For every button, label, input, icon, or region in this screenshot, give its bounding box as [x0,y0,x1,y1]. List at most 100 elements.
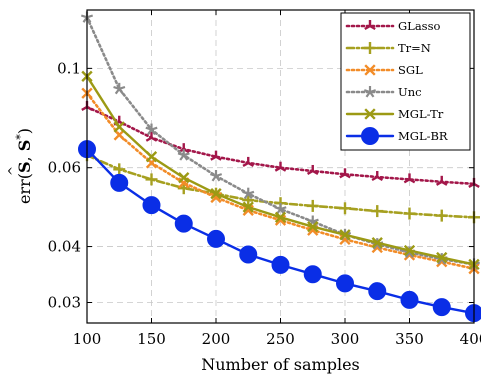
point-glasso-275-arm2 [312,169,319,176]
point-unc-225 [242,187,255,200]
legend-marker-unc-arm4 [369,89,377,94]
y-tick-label-1: 0.06 [48,159,81,177]
point-glasso-300-arm2 [344,173,351,179]
point-glasso-225-arm2 [247,161,255,167]
point-mgl-br-125 [110,173,129,192]
point-mgl-tr-200-b [210,188,222,200]
point-mgl-tr-375 [436,251,448,264]
point-glasso-200-arm1 [210,155,217,161]
point-glasso-100-arm2 [86,105,93,111]
y-axis-label-star-symbol: S [15,140,34,152]
y-axis-label-sep: , [15,151,34,161]
point-glasso-300-arm1 [339,173,346,179]
x-tick-label-200: 200 [202,330,231,348]
legend-marker-mgl-tr-b [364,108,376,120]
point-glasso-400-arm1 [468,182,475,188]
point-mgl-tr-150-b [145,151,158,163]
point-unc-150-arm4 [151,126,158,131]
point-glasso-150 [145,131,158,142]
point-mgl-br-375 [432,298,451,317]
point-tr-n-325 [371,205,384,218]
point-mgl-tr-125-b [113,121,125,133]
point-unc-100-arm4 [86,14,94,19]
point-glasso-225 [242,156,255,167]
legend-marker-glasso-arm2 [369,24,376,31]
point-glasso-250-arm1 [274,166,282,172]
point-mgl-br-225 [239,245,258,264]
point-unc-200-arm4 [215,173,223,178]
y-tick-label-3: 0.03 [48,294,81,312]
legend-marker-unc [363,86,377,98]
point-glasso-250 [274,161,287,172]
legend-marker-mgl-br [361,127,379,145]
point-glasso-350-arm2 [408,178,416,184]
legend-marker-glasso [364,20,376,31]
point-glasso-350 [403,173,416,184]
point-glasso-150-arm2 [150,136,158,142]
point-mgl-br-275 [303,265,322,284]
point-glasso-325 [371,171,384,182]
point-tr-n-225 [242,194,255,207]
point-mgl-br-175 [174,214,193,233]
y-axis-label-hat-mark: ^ [6,166,20,176]
x-tick-label-150: 150 [137,330,166,348]
point-unc-125 [113,82,126,95]
point-mgl-br-325 [368,282,387,301]
point-mgl-tr-200 [210,188,222,200]
point-mgl-tr-250-b [274,211,287,223]
point-glasso-200 [210,150,222,161]
y-axis-label-hat-symbol: S [15,161,34,173]
point-glasso-375 [435,175,448,186]
legend-marker-mgl-tr [364,108,376,120]
point-glasso-350-arm1 [403,178,411,184]
point-glasso-400-arm2 [473,182,480,188]
legend: GLasso Tr=N SGL Unc MGL-Tr MGL-BR [340,12,471,151]
x-tick-label-350: 350 [395,330,424,348]
point-mgl-br-300 [336,274,354,293]
point-mgl-tr-300 [339,229,351,241]
point-tr-n-125 [113,163,126,176]
point-mgl-tr-225-b [242,201,254,213]
point-glasso-200-arm2 [215,155,222,161]
point-mgl-tr-175 [178,172,190,184]
y-axis-label-star: * [14,134,27,140]
legend-marker-tr-n [364,42,376,54]
point-mgl-tr-225 [242,201,254,213]
point-mgl-tr-350-b [403,244,416,257]
point-mgl-br-250 [271,255,290,274]
legend-marker-glasso-arm1 [364,24,371,31]
svg-text:err(S, S*): err(S, S*) [14,128,34,204]
point-mgl-br-150 [142,196,161,215]
point-glasso-100-arm1 [81,105,88,111]
point-mgl-tr-275-b [307,221,319,233]
legend-box [340,12,471,151]
point-mgl-tr-175-b [178,172,190,184]
legend-label-unc: Unc [398,85,422,99]
legend-marker-sgl-b [364,64,376,76]
point-mgl-tr-325 [371,237,383,249]
point-mgl-br-200 [207,229,225,248]
series-layer [78,11,481,323]
y-tick-label-2: 0.04 [48,238,81,256]
tick-labels: 100 150 200 250 300 350 400 0.1 0.06 0.04 0.03 [48,59,481,348]
point-glasso-375-arm1 [435,180,443,186]
point-glasso-275-arm1 [306,169,314,176]
x-axis-label: Number of samples [201,355,360,374]
point-tr-n-350 [403,207,416,220]
point-unc-150 [145,123,158,136]
point-tr-n-375 [435,209,448,222]
x-tick-label-300: 300 [331,330,360,348]
point-mgl-tr-250 [274,211,287,223]
point-unc-175-arm4 [183,152,190,157]
legend-marker-sgl [364,64,376,76]
point-unc-250-arm4 [280,206,287,211]
point-mgl-tr-350 [403,244,416,257]
legend-label-tr-n: Tr=N [398,41,431,55]
point-glasso-225-arm1 [242,161,249,167]
point-glasso-300 [339,168,351,179]
x-tick-label-100: 100 [73,330,102,348]
point-mgl-br-400 [465,304,481,323]
point-unc-125-arm4 [118,85,126,90]
point-glasso-325-arm2 [376,175,384,182]
